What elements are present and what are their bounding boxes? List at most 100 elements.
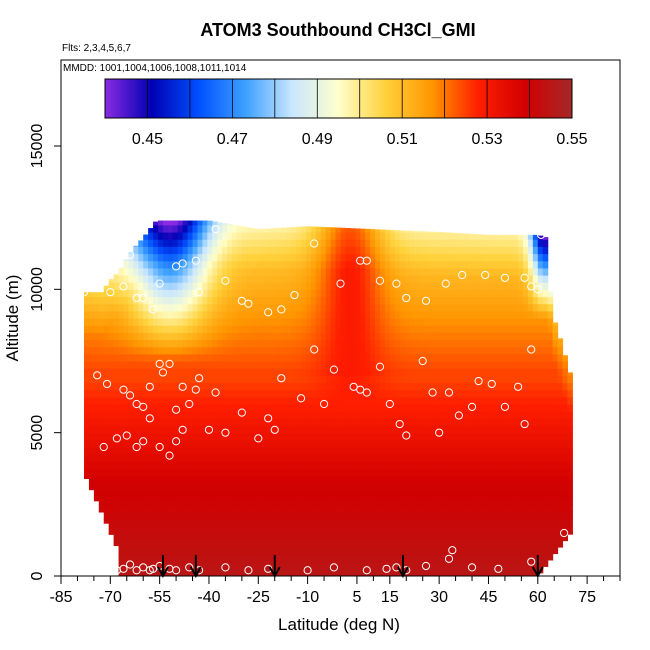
heatmap-cell [488, 325, 495, 333]
heatmap-cell [182, 461, 189, 470]
heatmap-cell [286, 540, 292, 548]
heatmap-cell [340, 296, 347, 305]
heatmap-cell [379, 425, 386, 434]
heatmap-cell [419, 239, 425, 247]
heatmap-cell [281, 267, 287, 276]
heatmap-cell [365, 461, 371, 470]
heatmap-cell [231, 396, 238, 405]
observation-point [392, 563, 401, 572]
heatmap-cell [345, 518, 351, 527]
heatmap-cell [177, 224, 184, 233]
heatmap-cell [562, 355, 568, 362]
heatmap-cell [256, 547, 263, 556]
heatmap-cell [177, 275, 184, 283]
heatmap-cell [197, 525, 203, 534]
heatmap-cell [177, 490, 184, 498]
heatmap-cell [518, 246, 524, 255]
heatmap-cell [493, 475, 499, 484]
heatmap-cell [276, 425, 282, 434]
heatmap-cell [222, 303, 228, 312]
heatmap-cell [296, 353, 302, 362]
heatmap-cell [419, 389, 425, 398]
observation-point [349, 382, 358, 391]
heatmap-cell [310, 325, 317, 333]
heatmap-cell [305, 246, 312, 255]
heatmap-cell [325, 518, 332, 527]
heatmap-cell [458, 418, 465, 427]
heatmap-cell [508, 361, 514, 369]
heatmap-cell [153, 275, 159, 283]
heatmap-cell [162, 310, 169, 319]
heatmap-cell [202, 361, 208, 369]
heatmap-cell [108, 533, 115, 535]
heatmap-cell [182, 339, 189, 348]
heatmap-cell [503, 246, 509, 255]
heatmap-cell [197, 224, 203, 233]
heatmap-cell [394, 568, 401, 576]
heatmap-cell [508, 461, 514, 470]
heatmap-cell [118, 296, 125, 305]
heatmap-cell [212, 325, 218, 333]
heatmap-cell [330, 275, 337, 283]
heatmap-cell [162, 253, 169, 262]
heatmap-cell [84, 404, 90, 412]
heatmap-cell [305, 361, 312, 369]
heatmap-cell [552, 346, 559, 355]
heatmap-cell [291, 475, 297, 484]
heatmap-cell [375, 310, 381, 319]
heatmap-cell [330, 227, 337, 233]
heatmap-cell [286, 318, 292, 326]
heatmap-cell [493, 339, 499, 348]
heatmap-cell [493, 518, 499, 527]
heatmap-cell [93, 303, 100, 312]
heatmap-cell [370, 310, 376, 319]
heatmap-cell [315, 432, 322, 441]
heatmap-cell [98, 303, 105, 312]
heatmap-cell [212, 318, 218, 326]
heatmap-cell [424, 439, 430, 448]
heatmap-cell [286, 497, 292, 505]
heatmap-cell [444, 375, 450, 384]
heatmap-cell [231, 540, 238, 548]
heatmap-cell [162, 332, 169, 341]
heatmap-cell [513, 468, 519, 477]
heatmap-cell [256, 425, 263, 434]
heatmap-cell [177, 346, 184, 355]
heatmap-cell [488, 389, 495, 398]
heatmap-cell [355, 490, 361, 498]
heatmap-cell [409, 303, 416, 312]
heatmap-cell [503, 346, 509, 355]
heatmap-cell [468, 303, 475, 312]
heatmap-cell [296, 289, 302, 298]
heatmap-cell [513, 432, 519, 441]
heatmap-cell [177, 220, 184, 226]
heatmap-cell [305, 425, 312, 434]
observation-point [119, 564, 128, 573]
heatmap-cell [182, 375, 189, 384]
heatmap-cell [325, 396, 332, 405]
heatmap-cell [478, 447, 485, 455]
y-tick-label: 15000 [29, 124, 46, 169]
heatmap-cell [488, 239, 495, 247]
observation-point [527, 345, 536, 354]
heatmap-cell [305, 267, 312, 276]
heatmap-cell [434, 375, 440, 384]
heatmap-cell [478, 518, 485, 527]
heatmap-cell [236, 260, 243, 269]
heatmap-cell [113, 332, 120, 341]
heatmap-cell [103, 425, 110, 434]
heatmap-cell [158, 310, 164, 319]
heatmap-cell [379, 497, 386, 505]
heatmap-cell [315, 246, 322, 255]
heatmap-cell [508, 490, 514, 498]
heatmap-cell [177, 389, 184, 398]
heatmap-cell [552, 511, 559, 520]
heatmap-cell [453, 361, 460, 369]
heatmap-cell [256, 561, 263, 570]
heatmap-cell [88, 296, 95, 305]
heatmap-cell [281, 318, 287, 326]
heatmap-cell [310, 504, 317, 513]
heatmap-cell [276, 490, 282, 498]
heatmap-cell [315, 275, 322, 283]
heatmap-cell [261, 425, 268, 434]
